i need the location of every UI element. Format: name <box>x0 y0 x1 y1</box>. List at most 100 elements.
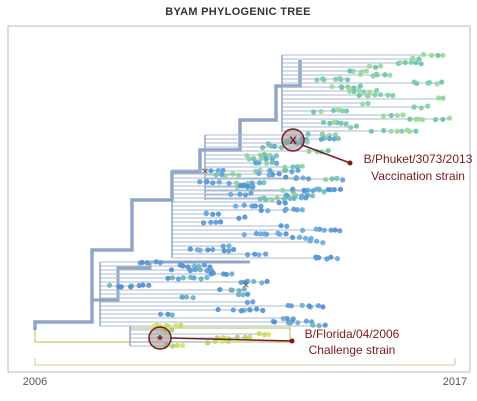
leaf <box>293 174 300 181</box>
leaf <box>236 287 242 294</box>
leaf <box>320 304 326 310</box>
leaf <box>178 322 184 328</box>
leaf <box>331 107 337 114</box>
leaf <box>263 251 269 257</box>
leaf <box>283 174 289 180</box>
leaf <box>237 182 244 189</box>
leaf <box>220 167 226 173</box>
leaf <box>311 109 317 115</box>
leaf <box>216 179 222 185</box>
leaf <box>177 262 183 268</box>
leaf <box>425 80 431 86</box>
leaf <box>229 271 235 277</box>
leaf <box>436 95 442 101</box>
leaf <box>221 248 227 254</box>
leaf <box>407 116 413 122</box>
leaf <box>297 234 303 240</box>
leaf <box>278 144 285 151</box>
leaf <box>303 318 309 324</box>
leaf <box>218 219 224 225</box>
leaf <box>404 127 410 133</box>
leaf <box>187 268 193 274</box>
leaf <box>136 283 142 289</box>
leaf <box>377 91 384 98</box>
leaf <box>210 180 216 186</box>
leaf <box>282 200 288 206</box>
leaf <box>266 172 272 178</box>
leaf <box>333 132 339 138</box>
strain-label: B/Florida/04/2006 <box>305 327 400 341</box>
leaf <box>306 303 312 309</box>
leaf <box>295 320 301 326</box>
leaf <box>370 73 376 79</box>
leaf <box>343 108 350 114</box>
leaf <box>257 180 263 186</box>
leaf <box>173 322 179 329</box>
leaf <box>321 227 327 233</box>
leaf <box>183 294 189 300</box>
strain-note: Challenge strain <box>309 343 396 357</box>
leaf <box>413 60 419 66</box>
leaf <box>440 95 446 101</box>
leaf <box>283 231 289 237</box>
leaf <box>394 112 400 119</box>
callout-line <box>301 144 351 164</box>
leaf <box>299 163 305 169</box>
leaf <box>153 259 159 265</box>
leaf <box>283 206 289 212</box>
leaf <box>261 180 267 186</box>
leaf <box>356 87 362 93</box>
leaf <box>280 187 286 193</box>
leaf <box>169 312 175 318</box>
leaf <box>329 84 335 90</box>
leaf <box>399 128 405 134</box>
leaf <box>226 248 232 254</box>
leaf <box>213 219 219 225</box>
leaf <box>301 187 307 193</box>
leaf <box>204 179 210 185</box>
leaf <box>250 299 256 305</box>
leaf <box>146 282 152 288</box>
leaf <box>318 108 324 115</box>
leaf <box>190 295 196 301</box>
challenge-callout: * B/Florida/04/2006 Challenge strain <box>148 326 400 357</box>
leaf <box>246 156 252 162</box>
leaf <box>374 87 380 93</box>
leaf <box>210 270 216 276</box>
leaf <box>356 92 362 98</box>
leaf <box>400 112 406 118</box>
leaf <box>335 107 341 113</box>
axis-end: 2017 <box>443 376 467 388</box>
leaf <box>144 260 150 266</box>
frame <box>7 25 471 373</box>
leaf <box>261 195 267 201</box>
leaf <box>244 299 250 306</box>
leaf <box>289 169 295 175</box>
leaf <box>314 238 320 244</box>
leaf <box>329 176 335 182</box>
leaf <box>331 186 337 193</box>
x-mark: × <box>201 164 208 178</box>
leaf <box>238 308 244 314</box>
leaf <box>231 246 237 253</box>
leaf <box>307 238 313 244</box>
leaf <box>205 247 211 253</box>
leaf <box>299 302 305 309</box>
leaf <box>402 59 408 66</box>
leaf <box>254 306 260 312</box>
leaf <box>324 256 330 262</box>
leaf <box>233 203 239 209</box>
leaf <box>253 160 259 166</box>
leaf <box>204 268 210 274</box>
leaf <box>320 240 326 246</box>
leaf <box>366 63 373 69</box>
leaf <box>251 278 257 285</box>
leaf <box>257 196 263 202</box>
leaf <box>348 124 354 131</box>
leaf <box>261 231 267 237</box>
leaf <box>285 302 291 309</box>
strain-circle <box>148 326 172 350</box>
leaf <box>256 252 262 258</box>
leaf <box>170 343 176 349</box>
